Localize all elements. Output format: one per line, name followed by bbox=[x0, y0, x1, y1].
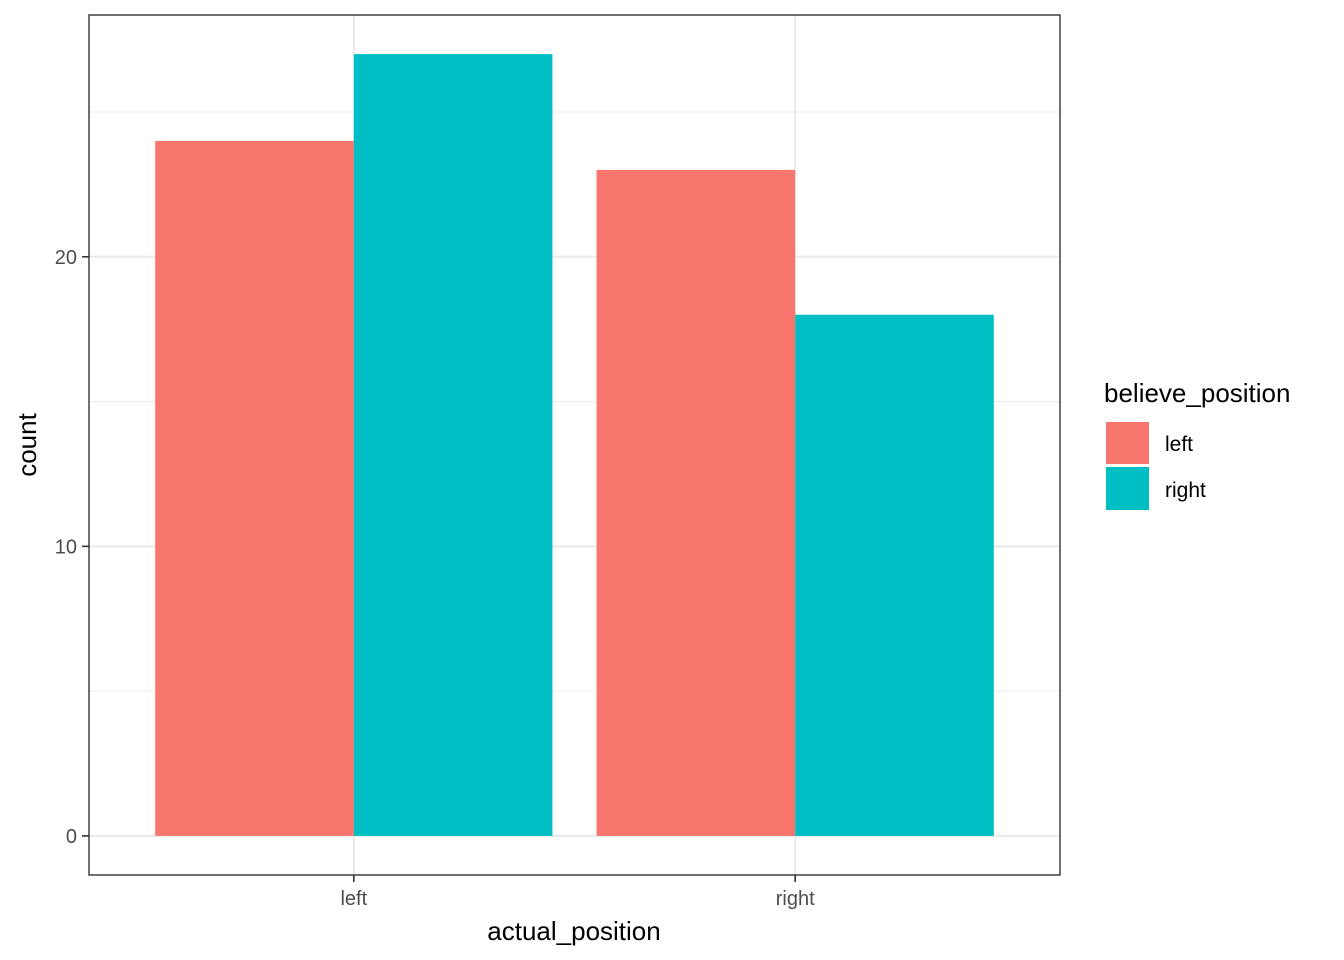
bar-left-right bbox=[353, 54, 553, 836]
legend-label-left: left bbox=[1165, 433, 1193, 456]
x-axis: left right bbox=[340, 875, 815, 910]
x-axis-title: actual_position bbox=[487, 916, 660, 946]
y-tick-label-1: 10 bbox=[55, 536, 77, 558]
y-axis: 0 10 20 bbox=[55, 247, 89, 848]
x-tick-label-right: right bbox=[776, 888, 815, 910]
y-tick-label-2: 20 bbox=[55, 247, 77, 269]
plot-border bbox=[88, 14, 1061, 876]
bar-right-right bbox=[795, 314, 994, 836]
bar-right-left bbox=[596, 169, 796, 836]
legend-key-left bbox=[1106, 422, 1149, 464]
y-tick-label-0: 0 bbox=[66, 826, 77, 848]
y-axis-title: count bbox=[12, 412, 42, 476]
legend: believe_position left right bbox=[1104, 378, 1290, 510]
legend-label-right: right bbox=[1165, 479, 1206, 502]
bars bbox=[155, 54, 994, 836]
x-tick-label-left: left bbox=[340, 888, 367, 910]
bar-left-left bbox=[155, 140, 354, 836]
legend-key-right bbox=[1106, 467, 1149, 510]
legend-title: believe_position bbox=[1104, 378, 1290, 408]
